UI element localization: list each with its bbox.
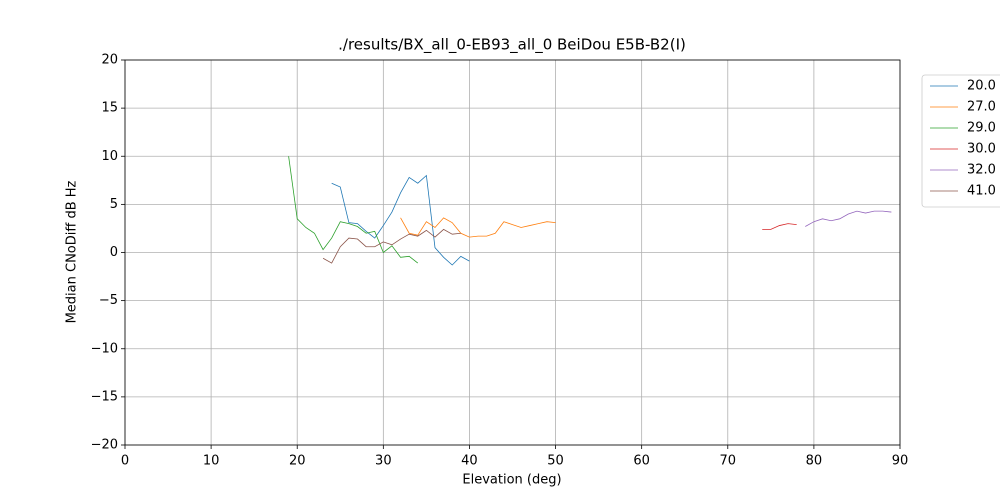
y-tick-label: 10	[101, 149, 118, 164]
x-tick-label: 50	[547, 454, 564, 469]
y-tick-label: −15	[91, 389, 118, 404]
y-tick-label: 0	[110, 245, 118, 260]
y-tick-label: −5	[99, 293, 118, 308]
x-tick-label: 10	[203, 454, 220, 469]
x-tick-label: 80	[806, 454, 823, 469]
legend-box	[921, 74, 1000, 208]
data-line	[331, 174, 470, 266]
legend-label: 27.0	[967, 100, 996, 115]
data-line	[322, 228, 461, 264]
legend-label: 30.0	[967, 142, 996, 157]
data-line	[400, 217, 556, 238]
x-tick-label: 30	[375, 454, 392, 469]
data-line	[762, 223, 797, 230]
x-tick-label: 70	[720, 454, 737, 469]
legend-label: 32.0	[967, 163, 996, 178]
y-axis-label: Median CNoDiff dB Hz	[65, 180, 80, 323]
legend-label: 41.0	[967, 184, 996, 199]
data-line	[805, 210, 892, 227]
y-tick-label: 20	[101, 53, 118, 68]
y-tick-label: −10	[91, 341, 118, 356]
chart-title: ./results/BX_all_0-EB93_all_0 BeiDou E5B…	[338, 36, 686, 55]
legend-label: 20.0	[967, 79, 996, 94]
x-tick-label: 90	[892, 454, 909, 469]
y-tick-label: −20	[91, 438, 118, 453]
x-tick-label: 20	[289, 454, 306, 469]
x-tick-label: 60	[633, 454, 650, 469]
plot-frame	[124, 59, 901, 446]
x-axis-label: Elevation (deg)	[462, 473, 561, 488]
x-tick-label: 40	[461, 454, 478, 469]
x-tick-label: 0	[121, 454, 129, 469]
y-tick-label: 15	[101, 101, 118, 116]
data-line	[288, 156, 419, 264]
legend-label: 29.0	[967, 121, 996, 136]
y-tick-label: 5	[110, 197, 118, 212]
